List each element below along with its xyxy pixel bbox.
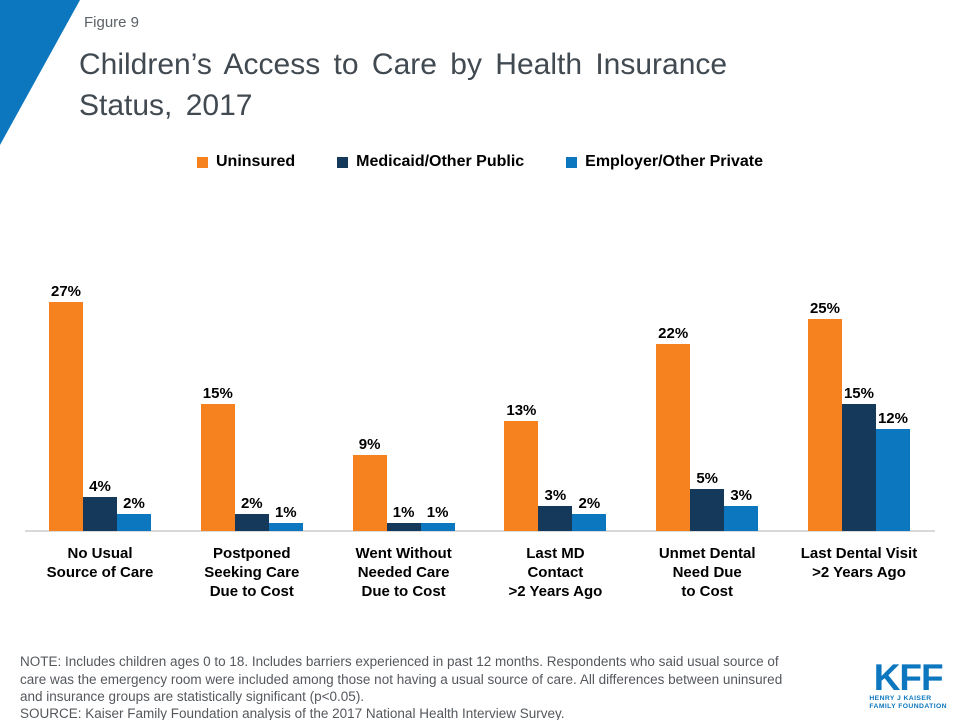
kff-logo: KFF HENRY J KAISER FAMILY FOUNDATION [869, 657, 947, 710]
bar-uninsured [200, 403, 235, 531]
category-label: Went Without Needed Care Due to Cost [355, 545, 452, 600]
bar-cell: 9% [352, 435, 387, 531]
category-cell: Postponed Seeking Care Due to Cost [201, 544, 303, 601]
legend-swatch-icon [197, 156, 208, 168]
bar-cell: 3% [538, 486, 573, 531]
bar-value-label: 2% [240, 495, 263, 513]
bar-value-label: 1% [426, 503, 449, 521]
bar-cell: 15% [200, 384, 235, 531]
bar-value-label: 15% [202, 384, 233, 402]
bar-cell: 27% [49, 283, 83, 531]
bar-cell: 13% [504, 401, 539, 531]
bar-employer-other-private [268, 522, 303, 531]
bar-employer-other-private [724, 505, 759, 531]
bar-cell: 2% [117, 495, 151, 531]
legend-label: Medicaid/Other Public [356, 153, 525, 170]
bar-value-label: 2% [123, 495, 145, 513]
bar-value-label: 22% [658, 325, 689, 343]
corner-accent-triangle [0, 0, 80, 145]
bar-cell: 15% [841, 384, 876, 531]
bar-cell: 12% [875, 410, 910, 531]
category-cell: Last MD Contact >2 Years Ago [504, 544, 606, 601]
bar-value-label: 12% [877, 410, 908, 428]
bar-uninsured [49, 302, 83, 531]
bar-employer-other-private [572, 514, 607, 531]
bar-medicaid-other-public [538, 505, 573, 531]
bar-group: 25% 15% 12% [807, 300, 910, 531]
bar-value-label: 3% [544, 486, 567, 504]
bar-uninsured [504, 420, 539, 531]
bar-cell: 1% [420, 503, 455, 531]
bar-cell: 4% [83, 478, 117, 531]
bar-value-label: 1% [392, 503, 415, 521]
bar-value-label: 3% [730, 486, 753, 504]
page-title: Children’s Access to Care by Health Insu… [79, 48, 728, 122]
bar-chart-plot-area: 27% 4% 2% 15% 2% 1% 9% 1% 1% 13% 3% 2% 22% 5% 3% 25% 15%… [49, 266, 910, 531]
source-text: SOURCE: Kaiser Family Foundation analysi… [20, 706, 565, 720]
figure-label: Figure 9 [84, 14, 140, 31]
category-cell: No Usual Source of Care [46, 544, 154, 601]
bar-employer-other-private [420, 522, 455, 531]
category-cell: Went Without Needed Care Due to Cost [353, 544, 455, 601]
bar-group: 27% 4% 2% [49, 283, 151, 531]
legend-item: Uninsured [197, 153, 295, 171]
kff-logo-tagline: HENRY J KAISER FAMILY FOUNDATION [869, 695, 947, 710]
bar-value-label: 5% [696, 469, 719, 487]
bar-medicaid-other-public [83, 497, 117, 531]
category-label: No Usual Source of Care [46, 545, 154, 581]
bar-value-label: 13% [506, 401, 537, 419]
category-cell: Unmet Dental Need Due to Cost [656, 544, 758, 601]
bar-value-label: 4% [89, 478, 111, 496]
bar-group: 9% 1% 1% [352, 435, 455, 531]
bar-value-label: 2% [578, 495, 601, 513]
kff-logo-text: KFF [873, 657, 944, 698]
bar-value-label: 1% [274, 503, 297, 521]
bar-value-label: 15% [843, 384, 874, 402]
bar-uninsured [656, 344, 691, 531]
chart-legend: Uninsured Medicaid/Other Public Employer/O… [0, 153, 960, 171]
bar-group: 13% 3% 2% [504, 401, 607, 531]
legend-swatch-icon [337, 156, 349, 168]
bar-cell: 22% [656, 325, 691, 531]
legend-item: Employer/Other Private [566, 153, 763, 171]
category-label: Last MD Contact >2 Years Ago [508, 545, 603, 600]
category-label: Postponed Seeking Care Due to Cost [204, 545, 300, 600]
bar-employer-other-private [117, 514, 151, 531]
bar-group: 15% 2% 1% [200, 384, 303, 531]
bar-cell: 25% [807, 300, 842, 531]
category-label: Last Dental Visit >2 Years Ago [800, 545, 918, 581]
legend-label: Uninsured [216, 153, 296, 170]
bar-cell: 1% [268, 503, 303, 531]
bar-cell: 3% [724, 486, 759, 531]
bar-medicaid-other-public [690, 488, 725, 531]
bar-medicaid-other-public [841, 403, 876, 531]
bar-uninsured [352, 454, 387, 531]
bar-cell: 1% [386, 503, 421, 531]
note-text: NOTE: Includes children ages 0 to 18. In… [20, 654, 783, 704]
legend-label: Employer/Other Private [585, 153, 763, 170]
bar-value-label: 27% [50, 283, 82, 301]
bar-cell: 2% [572, 495, 607, 531]
bar-medicaid-other-public [386, 522, 421, 531]
category-cell: Last Dental Visit >2 Years Ago [801, 544, 917, 601]
bar-value-label: 25% [809, 300, 840, 317]
bar-uninsured [807, 319, 842, 531]
category-axis-labels: No Usual Source of Care Postponed Seeking… [46, 544, 918, 601]
bar-value-label: 9% [358, 435, 381, 453]
category-label: Unmet Dental Need Due to Cost [658, 545, 756, 600]
legend-item: Medicaid/Other Public [337, 153, 524, 171]
bar-cell: 2% [234, 495, 269, 531]
note-and-source: NOTE: Includes children ages 0 to 18. In… [20, 636, 865, 720]
bar-employer-other-private [875, 429, 910, 531]
bar-group: 22% 5% 3% [656, 325, 759, 531]
bar-medicaid-other-public [234, 514, 269, 531]
x-axis-line [25, 530, 935, 532]
legend-swatch-icon [566, 156, 578, 168]
bar-cell: 5% [690, 469, 725, 531]
